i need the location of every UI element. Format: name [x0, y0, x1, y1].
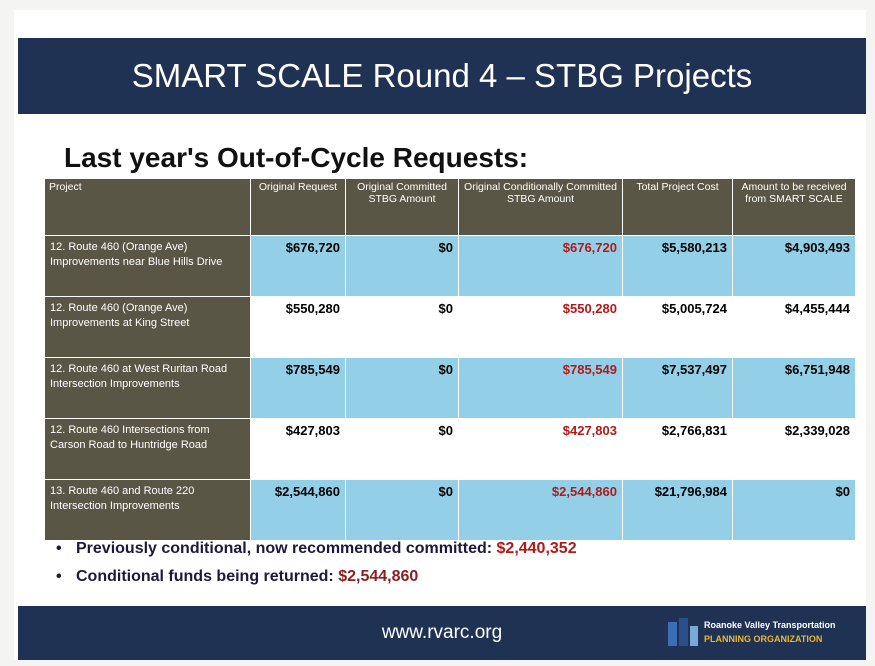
table-row: 12. Route 460 at West Ruritan Road Inter…	[45, 358, 856, 419]
table-row: 12. Route 460 Intersections from Carson …	[45, 419, 856, 480]
bullet-value: $2,544,860	[338, 568, 418, 585]
column-header: Original Committed STBG Amount	[346, 179, 459, 236]
amount-cell: $785,549	[251, 358, 346, 419]
logo-line: Roanoke Valley Transportation	[704, 620, 836, 630]
amount-cell: $2,544,860	[251, 480, 346, 541]
amount-cell: $550,280	[251, 297, 346, 358]
amount-cell: $550,280	[459, 297, 623, 358]
bullet-text: Conditional funds being returned:	[76, 568, 338, 585]
logo-line: PLANNING ORGANIZATION	[704, 634, 822, 644]
amount-cell: $785,549	[459, 358, 623, 419]
logo: Roanoke Valley Transportation PLANNING O…	[666, 616, 856, 652]
column-header: Original Conditionally Committed STBG Am…	[459, 179, 623, 236]
amount-cell: $676,720	[459, 236, 623, 297]
amount-cell: $0	[346, 236, 459, 297]
project-cell: 12. Route 460 (Orange Ave) Improvements …	[45, 236, 251, 297]
amount-cell: $2,339,028	[733, 419, 856, 480]
column-header: Original Request	[251, 179, 346, 236]
project-cell: 12. Route 460 Intersections from Carson …	[45, 419, 251, 480]
amount-cell: $427,803	[459, 419, 623, 480]
amount-cell: $0	[733, 480, 856, 541]
bullet: Previously conditional, now recommended …	[76, 540, 577, 558]
amount-cell: $7,537,497	[623, 358, 733, 419]
amount-cell: $2,766,831	[623, 419, 733, 480]
amount-cell: $4,455,444	[733, 297, 856, 358]
amount-cell: $4,903,493	[733, 236, 856, 297]
table-row: 12. Route 460 (Orange Ave) Improvements …	[45, 297, 856, 358]
amount-cell: $5,005,724	[623, 297, 733, 358]
column-header: Project	[45, 179, 251, 236]
title: SMART SCALE Round 4 – STBG Projects	[18, 38, 866, 114]
project-cell: 13. Route 460 and Route 220 Intersection…	[45, 480, 251, 541]
bullet: Conditional funds being returned: $2,544…	[76, 568, 418, 586]
bullet-text: Previously conditional, now recommended …	[76, 540, 497, 557]
page: SMART SCALE Round 4 – STBG Projects Last…	[0, 0, 875, 666]
amount-cell: $0	[346, 480, 459, 541]
table-row: 12. Route 460 (Orange Ave) Improvements …	[45, 236, 856, 297]
project-cell: 12. Route 460 (Orange Ave) Improvements …	[45, 297, 251, 358]
slide: SMART SCALE Round 4 – STBG Projects Last…	[14, 10, 866, 660]
amount-cell: $2,544,860	[459, 480, 623, 541]
amount-cell: $0	[346, 358, 459, 419]
amount-cell: $21,796,984	[623, 480, 733, 541]
amount-cell: $0	[346, 419, 459, 480]
subtitle: Last year's Out-of-Cycle Requests:	[64, 142, 528, 174]
amount-cell: $427,803	[251, 419, 346, 480]
amount-cell: $0	[346, 297, 459, 358]
logo-icon	[666, 616, 700, 650]
column-header: Amount to be received from SMART SCALE	[733, 179, 856, 236]
project-cell: 12. Route 460 at West Ruritan Road Inter…	[45, 358, 251, 419]
footer: www.rvarc.org Roanoke Valley Transportat…	[18, 606, 866, 660]
amount-cell: $5,580,213	[623, 236, 733, 297]
amount-cell: $676,720	[251, 236, 346, 297]
column-header: Total Project Cost	[623, 179, 733, 236]
bullet-value: $2,440,352	[497, 540, 577, 557]
amount-cell: $6,751,948	[733, 358, 856, 419]
table-row: 13. Route 460 and Route 220 Intersection…	[45, 480, 856, 541]
